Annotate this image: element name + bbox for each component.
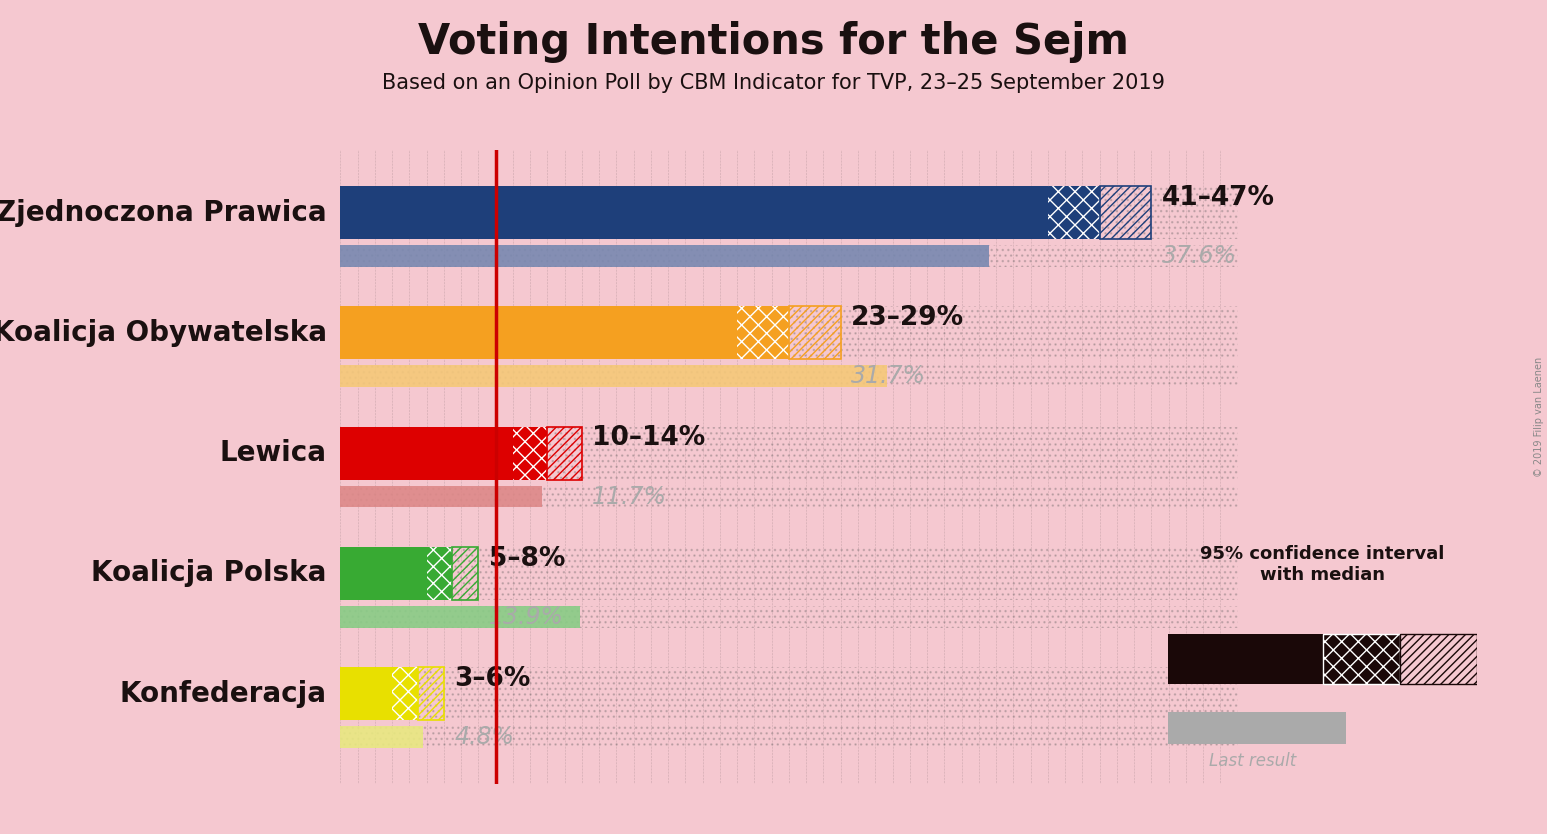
- Bar: [340, 547, 427, 600]
- Bar: [340, 306, 738, 359]
- Text: 4.8%: 4.8%: [455, 725, 514, 749]
- Text: 41–47%: 41–47%: [1162, 185, 1275, 211]
- Bar: [1400, 634, 1477, 684]
- Bar: [340, 606, 1238, 628]
- Bar: [340, 306, 1238, 359]
- Bar: [340, 667, 1238, 721]
- Text: 5–8%: 5–8%: [489, 545, 565, 571]
- Text: 31.7%: 31.7%: [851, 364, 927, 389]
- Text: Koalicja Polska: Koalicja Polska: [91, 560, 326, 587]
- Bar: [340, 667, 391, 721]
- Bar: [340, 427, 1238, 480]
- Bar: [340, 606, 580, 628]
- Bar: [1168, 634, 1323, 684]
- Bar: [427, 547, 452, 600]
- Text: Koalicja Obywatelska: Koalicja Obywatelska: [0, 319, 326, 347]
- Bar: [340, 245, 989, 267]
- Text: Zjednoczona Prawica: Zjednoczona Prawica: [0, 198, 326, 227]
- Bar: [340, 485, 543, 507]
- Bar: [418, 667, 444, 721]
- Text: 13.9%: 13.9%: [489, 605, 563, 629]
- Bar: [391, 667, 418, 721]
- Text: Voting Intentions for the Sejm: Voting Intentions for the Sejm: [418, 21, 1129, 63]
- Bar: [340, 186, 1047, 239]
- Bar: [340, 485, 1238, 507]
- Text: 3–6%: 3–6%: [455, 666, 531, 692]
- Bar: [548, 427, 582, 480]
- Text: Konfederacja: Konfederacja: [119, 680, 326, 708]
- Bar: [340, 726, 424, 748]
- Bar: [789, 306, 840, 359]
- Text: 37.6%: 37.6%: [1162, 244, 1236, 268]
- Bar: [1168, 711, 1346, 744]
- Bar: [340, 365, 888, 387]
- Bar: [1323, 634, 1400, 684]
- Text: Based on an Opinion Poll by CBM Indicator for TVP, 23–25 September 2019: Based on an Opinion Poll by CBM Indicato…: [382, 73, 1165, 93]
- Bar: [514, 427, 548, 480]
- Text: 95% confidence interval
with median: 95% confidence interval with median: [1200, 545, 1445, 584]
- Bar: [340, 547, 1238, 600]
- Text: 11.7%: 11.7%: [593, 485, 667, 509]
- Bar: [1100, 186, 1151, 239]
- Text: 10–14%: 10–14%: [593, 425, 705, 451]
- Bar: [340, 726, 1238, 748]
- Bar: [340, 365, 1238, 387]
- Text: Lewica: Lewica: [220, 440, 326, 467]
- Bar: [738, 306, 789, 359]
- Bar: [340, 245, 1238, 267]
- Bar: [1047, 186, 1100, 239]
- Text: © 2019 Filip van Laenen: © 2019 Filip van Laenen: [1535, 357, 1544, 477]
- Bar: [452, 547, 478, 600]
- Bar: [340, 186, 1238, 239]
- Text: 23–29%: 23–29%: [851, 305, 964, 331]
- Text: Last result: Last result: [1210, 752, 1296, 771]
- Bar: [340, 427, 514, 480]
